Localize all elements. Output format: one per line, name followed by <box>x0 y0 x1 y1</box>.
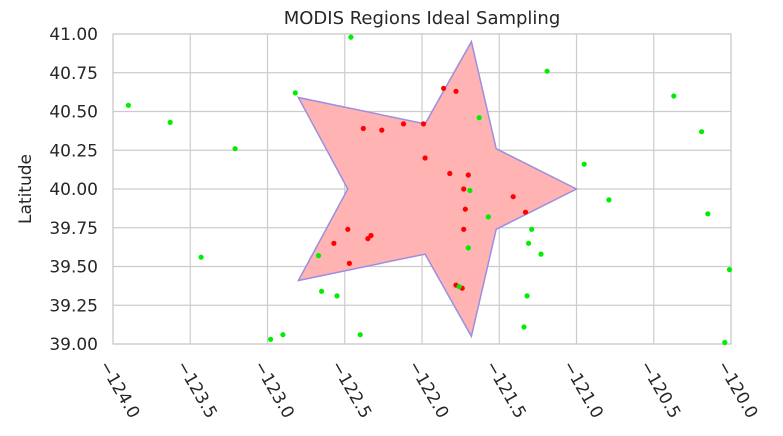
point-inside <box>360 125 366 132</box>
point-outside <box>722 339 728 346</box>
point-outside <box>485 214 491 220</box>
point-inside <box>453 88 459 94</box>
y-tick-label: 39.75 <box>49 219 98 239</box>
point-inside <box>461 226 467 232</box>
point-inside <box>379 127 385 133</box>
y-tick-label: 39.25 <box>49 296 98 316</box>
y-tick-label: 40.50 <box>49 103 98 123</box>
point-outside <box>319 288 325 294</box>
point-inside <box>462 206 468 212</box>
point-outside <box>538 251 544 257</box>
grid <box>112 33 732 345</box>
y-tick-label: 39.00 <box>49 335 98 355</box>
point-outside <box>357 332 363 338</box>
point-outside <box>280 332 286 338</box>
x-tick-label: −120.0 <box>713 358 762 422</box>
point-outside <box>198 254 204 260</box>
point-outside <box>581 161 587 167</box>
point-outside <box>268 336 274 342</box>
point-outside <box>606 197 612 203</box>
x-tick-label: −122.0 <box>404 358 453 422</box>
point-outside <box>529 226 535 232</box>
y-tick-label: 40.00 <box>49 180 98 200</box>
point-outside <box>315 253 322 259</box>
point-outside <box>456 284 462 290</box>
point-outside <box>699 129 705 135</box>
x-tick-label: −124.0 <box>95 358 144 422</box>
point-inside <box>522 209 529 215</box>
x-tick-label: −121.0 <box>558 358 607 422</box>
point-outside <box>465 245 471 251</box>
point-outside <box>526 240 532 246</box>
point-inside <box>461 186 467 192</box>
point-outside <box>671 93 677 99</box>
point-inside <box>346 260 352 266</box>
point-inside <box>447 170 453 177</box>
point-inside <box>365 236 371 242</box>
point-inside <box>331 240 337 246</box>
x-tick-label: −123.0 <box>249 358 298 422</box>
region-layer <box>296 39 579 339</box>
y-tick-label: 40.25 <box>49 141 98 161</box>
point-outside <box>726 267 733 273</box>
point-outside <box>125 102 131 108</box>
point-outside <box>348 34 354 40</box>
point-outside <box>232 146 238 152</box>
point-inside <box>345 226 351 232</box>
point-outside <box>521 324 527 330</box>
point-outside <box>167 119 173 125</box>
point-outside <box>334 293 340 299</box>
point-inside <box>441 85 447 91</box>
y-tick-label: 40.75 <box>49 64 98 84</box>
point-inside <box>420 121 427 127</box>
x-tick-label: −121.5 <box>481 358 530 422</box>
x-tick-label: −123.5 <box>172 358 221 422</box>
x-tick-label: −120.5 <box>635 358 684 422</box>
point-inside <box>400 121 407 127</box>
y-axis-label: Latitude <box>16 154 36 224</box>
point-outside <box>524 293 530 299</box>
region-star <box>296 39 579 339</box>
point-inside <box>510 194 516 200</box>
point-inside <box>465 172 471 178</box>
y-tick-label: 39.50 <box>49 258 98 278</box>
points-layer <box>125 34 733 346</box>
point-outside <box>467 187 473 194</box>
x-tick-label: −122.5 <box>326 358 375 422</box>
point-outside <box>705 211 711 217</box>
chart-title: MODIS Regions Ideal Sampling <box>284 8 561 29</box>
point-outside <box>476 115 482 121</box>
point-outside <box>544 68 550 74</box>
point-inside <box>422 155 428 161</box>
point-outside <box>292 90 298 96</box>
y-tick-label: 41.00 <box>49 25 98 45</box>
